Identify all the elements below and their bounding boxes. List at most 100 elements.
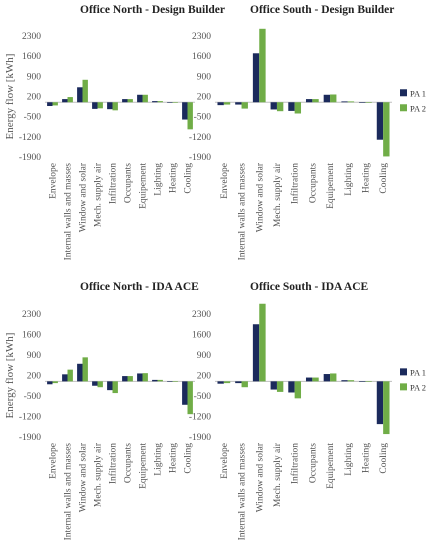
category-label: Occupants xyxy=(308,163,318,203)
bar-pa1 xyxy=(182,381,188,405)
legend-label: PA 1 xyxy=(410,367,426,377)
bar-pa2 xyxy=(97,381,103,388)
category-label: Equipement xyxy=(139,163,149,209)
chart-title: Office South - IDA ACE xyxy=(250,281,369,293)
bar-pa1 xyxy=(235,381,242,384)
category-label: Lighting xyxy=(154,163,164,196)
bar-pa1 xyxy=(323,94,331,103)
bar-pa2 xyxy=(52,381,58,384)
category-label: Mech. supply air xyxy=(273,162,283,227)
bar-pa2 xyxy=(142,373,148,382)
bar-pa2 xyxy=(241,381,248,388)
category-label: Heating xyxy=(361,163,371,193)
bar-pa2 xyxy=(187,381,193,415)
category-label: Internal walls and masses xyxy=(238,443,248,541)
bar-pa1 xyxy=(359,102,366,103)
y-tick-label: -1900 xyxy=(19,433,41,443)
category-label: Equipement xyxy=(326,443,336,489)
bar-pa2 xyxy=(330,373,337,382)
bar-pa1 xyxy=(107,102,113,110)
bar-pa1 xyxy=(152,379,158,382)
y-tick-label: 1600 xyxy=(192,331,211,341)
y-tick-label: -1900 xyxy=(189,153,211,163)
y-axis-label: Energy flow [kWh] xyxy=(4,333,16,419)
bar-pa1 xyxy=(62,99,68,103)
bar-pa2 xyxy=(157,101,163,103)
bar-pa2 xyxy=(127,376,133,382)
bar-pa1 xyxy=(270,381,277,390)
bar-pa1 xyxy=(252,324,260,382)
bar-pa2 xyxy=(241,102,248,109)
chart-title: Office North - Design Builder xyxy=(80,4,225,16)
bar-pa1 xyxy=(288,381,295,393)
y-tick-label: -500 xyxy=(194,113,212,123)
bar-pa2 xyxy=(365,102,372,103)
category-label: Internal walls and masses xyxy=(64,443,74,541)
y-tick-label: -1200 xyxy=(189,413,211,423)
bar-pa1 xyxy=(152,101,158,103)
y-tick-label: 900 xyxy=(27,72,42,82)
category-label: Cooling xyxy=(184,443,194,474)
bar-pa1 xyxy=(217,102,224,106)
bar-pa1 xyxy=(252,53,260,103)
bar-pa2 xyxy=(172,381,178,382)
bar-pa2 xyxy=(383,102,390,157)
y-tick-label: 900 xyxy=(197,72,212,82)
category-label: Window and solar xyxy=(79,162,89,232)
bar-pa1 xyxy=(77,87,83,103)
chart-panel-1: Office North - Design Builder 2300 1600 900… xyxy=(4,4,225,260)
category-label: Equipement xyxy=(139,443,149,489)
bar-pa2 xyxy=(365,381,372,382)
y-tick-label: -500 xyxy=(24,113,42,123)
bar-pa1 xyxy=(305,99,313,103)
chart-title: Office South - Design Builder xyxy=(250,4,394,16)
bar-pa2 xyxy=(312,99,319,103)
category-label: Infiltration xyxy=(290,443,301,484)
y-tick-label: 1600 xyxy=(192,52,211,62)
category-label: Infiltration xyxy=(290,163,301,204)
legend-swatch xyxy=(400,383,407,391)
y-tick-label: 900 xyxy=(27,351,42,361)
bar-pa2 xyxy=(294,102,302,114)
category-label: Occupants xyxy=(124,163,134,203)
chart-panel-3: Office North - IDA ACE 2300 1600 900 200 -500… xyxy=(4,281,199,540)
bar-pa2 xyxy=(294,381,302,399)
bar-pa2 xyxy=(142,94,148,103)
legend-swatch xyxy=(400,104,407,112)
bar-pa1 xyxy=(217,381,224,384)
y-tick-label: 2300 xyxy=(22,32,41,42)
y-tick-label: 2300 xyxy=(192,310,211,320)
y-tick-label: -500 xyxy=(194,392,212,402)
bar-pa2 xyxy=(223,102,231,105)
bar-pa1 xyxy=(305,377,313,382)
bar-pa1 xyxy=(137,373,143,382)
legend-swatch xyxy=(400,368,407,376)
y-tick-label: -1200 xyxy=(189,133,211,143)
bar-pa2 xyxy=(223,381,231,384)
bar-pa2 xyxy=(330,94,337,103)
y-tick-label: -1900 xyxy=(189,433,211,443)
category-label: Equipement xyxy=(326,163,336,209)
y-tick-label: 200 xyxy=(197,93,212,103)
bar-pa2 xyxy=(172,102,178,103)
bar-pa1 xyxy=(137,94,143,103)
category-label: Heating xyxy=(169,443,179,473)
category-label: Heating xyxy=(169,163,179,193)
bar-pa2 xyxy=(127,99,133,103)
y-tick-label: -1900 xyxy=(19,153,41,163)
y-axis-label: Energy flow [kWh] xyxy=(4,54,16,140)
bar-pa2 xyxy=(347,101,355,103)
category-label: Lighting xyxy=(154,443,164,476)
bar-pa1 xyxy=(92,381,98,386)
y-tick-label: 1600 xyxy=(22,331,41,341)
y-tick-label: 1600 xyxy=(22,52,41,62)
bar-pa1 xyxy=(107,381,113,391)
bar-pa2 xyxy=(276,102,284,112)
category-label: Lighting xyxy=(344,163,354,196)
bar-pa1 xyxy=(77,363,83,382)
chart-panel-2: Office South - Design Builder 2300 1600 900… xyxy=(189,4,426,260)
category-label: Mech. supply air xyxy=(273,442,283,507)
category-label: Mech. supply air xyxy=(94,162,104,227)
bar-pa1 xyxy=(92,102,98,109)
